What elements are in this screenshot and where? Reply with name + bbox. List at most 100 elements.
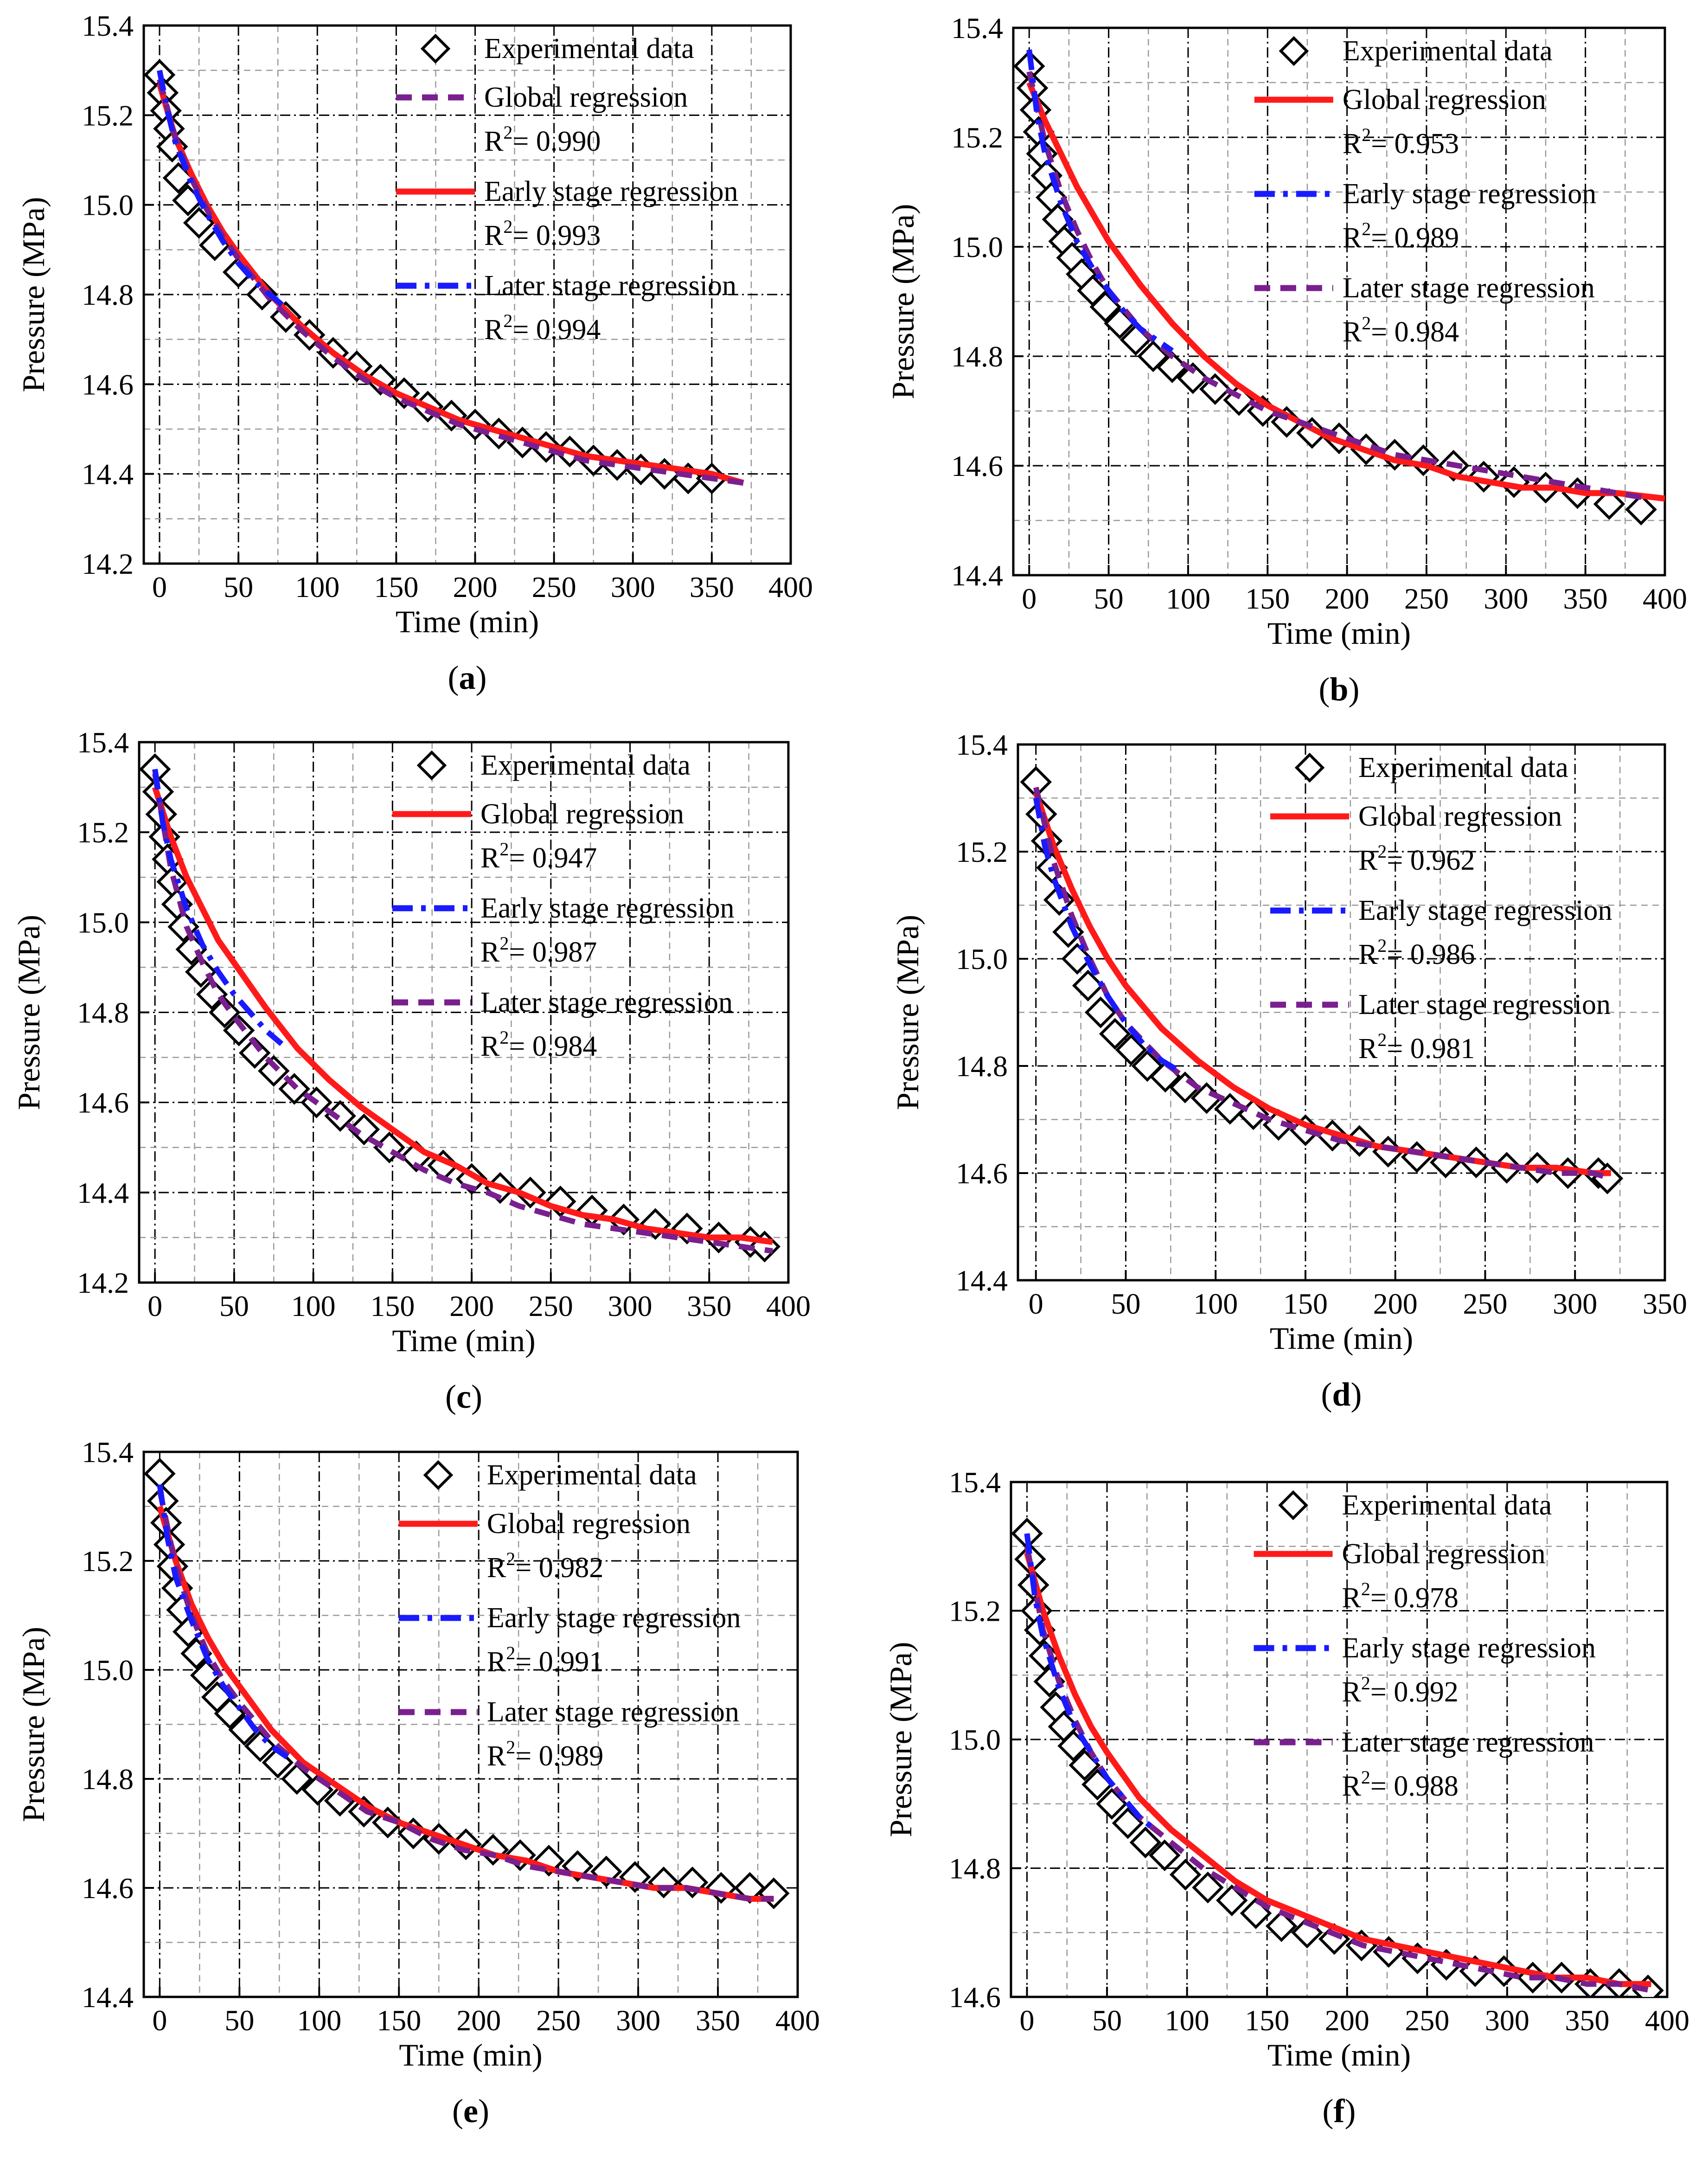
legend-label-experimental-data: Experimental data <box>1342 1489 1552 1521</box>
plot-area <box>144 59 744 494</box>
x-tick-label: 50 <box>224 571 253 603</box>
x-tick-label: 100 <box>1165 2004 1209 2037</box>
panel-label: (a) <box>448 659 487 696</box>
legend-label-global-regression: Global regression <box>1342 1538 1546 1570</box>
early-stage-regression-line <box>152 769 284 1046</box>
legend-label-later-stage-regression: Later stage regression <box>1358 989 1611 1020</box>
legend-marker-experimental-data <box>416 750 447 781</box>
data-point <box>1169 1859 1202 1891</box>
data-point <box>246 278 278 311</box>
y-tick-label: 14.4 <box>77 1176 129 1209</box>
data-point <box>1593 488 1625 520</box>
y-tick-label: 15.4 <box>82 1436 134 1469</box>
legend-r2-early-stage-regression: R2= 0.993 <box>484 216 601 251</box>
x-axis-label: Time (min) <box>1267 616 1411 651</box>
x-tick-label: 150 <box>377 2004 421 2037</box>
y-tick-label: 15.2 <box>77 816 129 849</box>
x-tick-label: 200 <box>449 1290 494 1322</box>
y-tick-label: 14.8 <box>956 1050 1008 1083</box>
legend-r2-later-stage-regression: R2= 0.988 <box>1342 1767 1459 1802</box>
legend-label-experimental-data: Experimental data <box>1343 35 1553 67</box>
y-tick-label: 14.6 <box>951 449 1003 482</box>
legend-r2-early-stage-regression: R2= 0.989 <box>1343 218 1459 254</box>
x-tick-label: 300 <box>1553 1287 1597 1320</box>
y-tick-label: 15.0 <box>77 906 129 939</box>
y-tick-label: 14.8 <box>77 996 129 1029</box>
y-tick-label: 15.4 <box>949 1466 1001 1499</box>
data-point <box>1216 1884 1248 1917</box>
plot-area <box>1013 49 1665 526</box>
legend-r2-global-regression: R2= 0.953 <box>1343 124 1459 160</box>
plot-frame <box>1012 26 1666 577</box>
later-stage-regression-line <box>1024 1546 1652 1993</box>
x-tick-label: 200 <box>453 571 498 603</box>
panel-label: (b) <box>1318 671 1359 708</box>
legend-r2-global-regression: R2= 0.982 <box>487 1548 603 1584</box>
y-tick-label: 15.0 <box>956 943 1008 975</box>
x-tick-label: 200 <box>1325 582 1369 615</box>
x-tick-label: 150 <box>1283 1287 1328 1320</box>
legend-label-early-stage-regression: Early stage regression <box>484 176 738 207</box>
x-tick-label: 400 <box>1645 2004 1689 2037</box>
chart-panel-c: 0 50 100 150 200 250 300 350 400 14.2 14.4 14.6 14.8… <box>11 726 811 1415</box>
x-tick-label: 250 <box>536 2004 581 2037</box>
legend: Experimental data Global regression R2= 0.… <box>398 1459 741 1772</box>
x-tick-label: 350 <box>690 571 734 603</box>
data-point <box>1192 1871 1224 1904</box>
x-tick-label: 150 <box>1245 2004 1289 2037</box>
panel-label: (e) <box>452 2092 489 2130</box>
data-point <box>348 1113 380 1146</box>
y-tick-label: 14.6 <box>82 368 134 401</box>
x-tick-label: 50 <box>1092 2004 1122 2037</box>
global-regression-line <box>157 78 744 486</box>
legend-r2-later-stage-regression: R2= 0.984 <box>480 1027 597 1062</box>
chart-panel-b: 0 50 100 150 200 250 300 350 400 14.4 14.6 14.8 15.0… <box>885 12 1687 708</box>
plot-area <box>139 753 781 1263</box>
plot-frame <box>1017 743 1666 1282</box>
global-regression-line <box>1024 1552 1651 1987</box>
panel-label: (c) <box>445 1378 482 1415</box>
later-stage-regression-line <box>1026 71 1650 501</box>
x-tick-label: 50 <box>1094 582 1124 615</box>
y-tick-label: 14.8 <box>951 340 1003 373</box>
legend-label-later-stage-regression: Later stage regression <box>1343 272 1595 304</box>
legend-marker-experimental-data <box>1278 1490 1308 1521</box>
y-tick-label: 15.0 <box>951 231 1003 263</box>
legend-r2-early-stage-regression: R2= 0.986 <box>1358 935 1475 970</box>
data-point <box>1149 1839 1181 1871</box>
legend-marker-experimental-data <box>1294 752 1325 783</box>
panel-label: (d) <box>1321 1376 1362 1413</box>
data-point <box>1177 362 1209 394</box>
x-tick-label: 200 <box>1325 2004 1369 2037</box>
x-tick-label: 0 <box>152 571 167 603</box>
x-tick-label: 50 <box>219 1290 249 1322</box>
x-tick-label: 400 <box>766 1290 811 1322</box>
x-axis-label: Time (min) <box>396 604 539 639</box>
legend-r2-global-regression: R2= 0.978 <box>1342 1579 1459 1614</box>
x-axis-label: Time (min) <box>1270 1321 1413 1356</box>
chart-panel-a: 0 50 100 150 200 250 300 350 400 14.2 14.4 14.6 14.8… <box>16 9 813 696</box>
y-tick-label: 15.4 <box>951 12 1003 45</box>
data-point <box>1129 1826 1162 1859</box>
y-tick-label: 14.6 <box>77 1086 129 1119</box>
x-tick-label: 250 <box>532 571 576 603</box>
chart-panel-e: 0 50 100 150 200 250 300 350 400 14.4 14.6 14.8 15.0… <box>16 1436 820 2130</box>
legend-r2-early-stage-regression: R2= 0.987 <box>480 933 597 968</box>
y-tick-label: 14.8 <box>949 1852 1001 1885</box>
y-tick-label: 14.4 <box>956 1264 1008 1297</box>
legend-marker-experimental-data <box>1279 36 1309 66</box>
x-tick-label: 350 <box>687 1290 731 1322</box>
y-tick-label: 15.2 <box>949 1595 1001 1628</box>
x-tick-label: 100 <box>1193 1287 1238 1320</box>
legend-label-experimental-data: Experimental data <box>480 750 691 781</box>
x-tick-label: 350 <box>696 2004 740 2037</box>
data-point <box>196 978 228 1010</box>
legend-r2-global-regression: R2= 0.962 <box>1358 841 1475 876</box>
x-tick-label: 0 <box>1022 582 1036 615</box>
later-stage-regression-line <box>157 70 288 310</box>
chart-panel-d: 0 50 100 150 200 250 300 350 14.4 14.6 14.8 15.0 15.… <box>890 728 1687 1413</box>
legend: Experimental data Global regression R2= 0.… <box>396 33 738 346</box>
x-tick-label: 0 <box>147 1290 162 1322</box>
legend-label-later-stage-regression: Later stage regression <box>1342 1726 1594 1758</box>
